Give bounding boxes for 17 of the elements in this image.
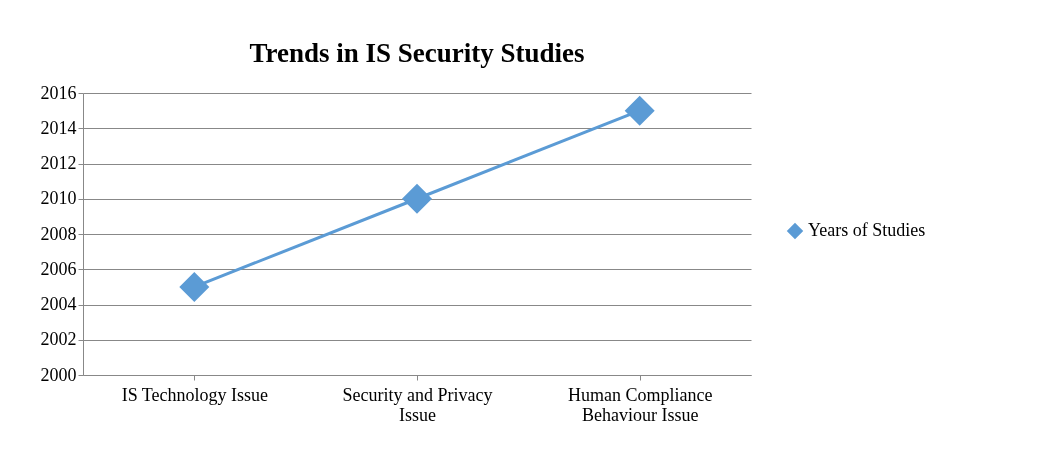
y-tick-label: 2012 (40, 153, 77, 173)
y-tick-label: 2006 (40, 258, 77, 279)
y-tick-label: 2008 (40, 223, 77, 244)
x-tick-label: Security and Privacy Issue (342, 384, 493, 425)
point (624, 95, 655, 126)
y-tick-label: 2000 (40, 364, 77, 385)
x-tick-label: Human Compliance Behaviour Issue (567, 384, 713, 425)
x-tick-label: IS Technology Issue (121, 384, 269, 405)
y-tick-label: 2002 (40, 329, 77, 350)
y-tick-label: 2004 (40, 294, 77, 314)
point (179, 271, 210, 302)
legend-label: Years of Studies (808, 220, 926, 240)
point (402, 183, 432, 214)
y-tick-label: 2014 (40, 117, 77, 138)
chart-title: Trends in IS Security Studies (249, 38, 585, 68)
y-tick-label: 2010 (40, 188, 77, 209)
y-tick-label: 2016 (40, 82, 77, 103)
